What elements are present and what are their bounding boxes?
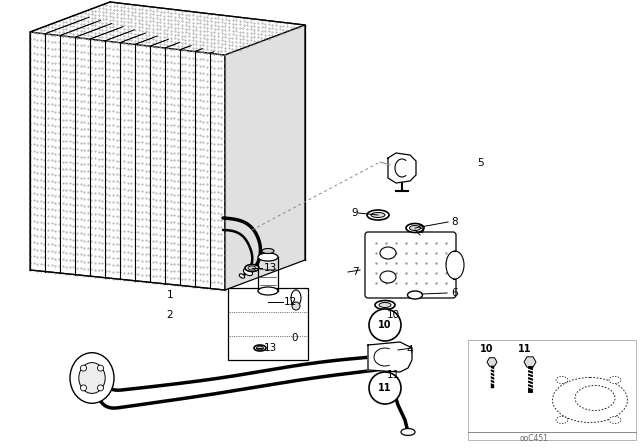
Circle shape bbox=[369, 372, 401, 404]
Text: 1: 1 bbox=[166, 290, 173, 300]
Text: 11: 11 bbox=[387, 370, 399, 380]
Circle shape bbox=[369, 309, 401, 341]
Polygon shape bbox=[368, 342, 412, 372]
Text: 11: 11 bbox=[518, 344, 531, 354]
Ellipse shape bbox=[371, 212, 385, 217]
Text: 6: 6 bbox=[452, 288, 458, 298]
Ellipse shape bbox=[243, 268, 253, 276]
Ellipse shape bbox=[446, 251, 464, 279]
Ellipse shape bbox=[70, 353, 114, 403]
Ellipse shape bbox=[262, 249, 274, 254]
Ellipse shape bbox=[406, 224, 424, 233]
Ellipse shape bbox=[257, 346, 264, 350]
Ellipse shape bbox=[239, 274, 244, 278]
Text: 3: 3 bbox=[417, 225, 423, 235]
Text: ooC451: ooC451 bbox=[520, 434, 549, 443]
Ellipse shape bbox=[552, 378, 627, 422]
Ellipse shape bbox=[367, 210, 389, 220]
Text: 0: 0 bbox=[292, 333, 298, 343]
Text: 5: 5 bbox=[477, 158, 483, 168]
Ellipse shape bbox=[245, 264, 259, 271]
Text: 10: 10 bbox=[387, 310, 399, 320]
Ellipse shape bbox=[380, 271, 396, 283]
Bar bbox=[468, 340, 636, 440]
Text: 13: 13 bbox=[264, 263, 276, 273]
Text: 10: 10 bbox=[378, 320, 392, 330]
Ellipse shape bbox=[575, 385, 615, 410]
Circle shape bbox=[81, 365, 86, 371]
Text: 8: 8 bbox=[452, 217, 458, 227]
Text: 13: 13 bbox=[264, 343, 276, 353]
Ellipse shape bbox=[380, 247, 396, 259]
Ellipse shape bbox=[248, 266, 256, 270]
Circle shape bbox=[97, 385, 104, 391]
Ellipse shape bbox=[379, 302, 391, 307]
Ellipse shape bbox=[79, 362, 105, 393]
Bar bbox=[228, 288, 308, 360]
Ellipse shape bbox=[408, 291, 422, 299]
Ellipse shape bbox=[258, 253, 278, 261]
Ellipse shape bbox=[254, 345, 266, 351]
Text: 4: 4 bbox=[406, 345, 413, 355]
Ellipse shape bbox=[292, 302, 300, 310]
Circle shape bbox=[81, 385, 86, 391]
Ellipse shape bbox=[609, 376, 621, 383]
Ellipse shape bbox=[258, 287, 278, 295]
Polygon shape bbox=[30, 32, 225, 290]
Ellipse shape bbox=[556, 417, 568, 423]
Text: 11: 11 bbox=[378, 383, 392, 393]
FancyBboxPatch shape bbox=[365, 232, 456, 298]
Text: 7: 7 bbox=[352, 267, 358, 277]
Circle shape bbox=[97, 365, 104, 371]
Ellipse shape bbox=[609, 417, 621, 423]
Polygon shape bbox=[30, 2, 305, 55]
Ellipse shape bbox=[291, 290, 301, 306]
Text: 2: 2 bbox=[166, 310, 173, 320]
Text: 9: 9 bbox=[352, 208, 358, 218]
Ellipse shape bbox=[375, 301, 395, 310]
Text: 12: 12 bbox=[284, 297, 296, 307]
Ellipse shape bbox=[401, 428, 415, 435]
Ellipse shape bbox=[410, 225, 420, 231]
Polygon shape bbox=[225, 25, 305, 290]
Ellipse shape bbox=[556, 376, 568, 383]
Text: 10: 10 bbox=[480, 344, 493, 354]
